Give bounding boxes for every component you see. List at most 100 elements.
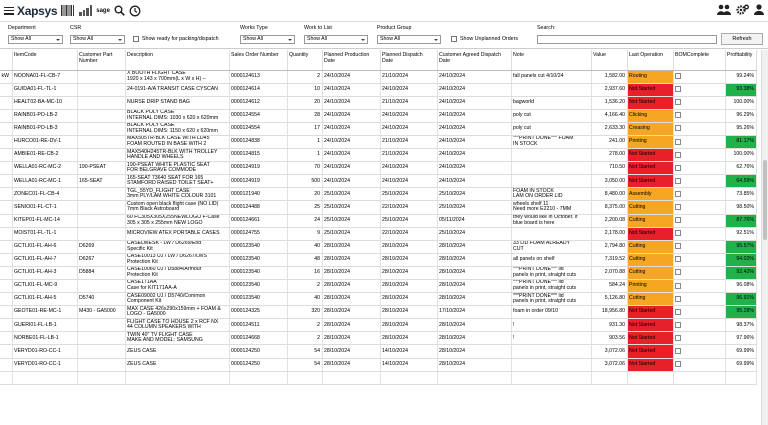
- bom-complete-checkbox[interactable]: [675, 348, 681, 355]
- barcode-icon[interactable]: [61, 4, 75, 18]
- column-header[interactable]: [0, 50, 13, 71]
- cell-quantity: 16: [287, 266, 323, 281]
- work-to-list-select[interactable]: Show All: [304, 35, 368, 44]
- column-header[interactable]: ItemCode: [12, 50, 78, 71]
- table-row[interactable]: KITEP01-FL-MC-14 60 FC305X305X255NEWLOGO …: [0, 214, 757, 228]
- scrollbar-thumb[interactable]: [763, 160, 767, 240]
- cell-bom-complete: [673, 331, 726, 346]
- bom-complete-checkbox[interactable]: [675, 177, 681, 184]
- column-header[interactable]: Planned Production Date: [322, 50, 381, 71]
- refresh-button[interactable]: Refresh: [721, 33, 763, 45]
- show-unplanned-checkbox[interactable]: Show Unplanned Orders: [451, 35, 518, 42]
- bom-complete-checkbox[interactable]: [675, 282, 681, 289]
- table-row[interactable]: GCTLI01-FL-AH-6 D6269 CASELWESK - LW / D62…: [0, 240, 757, 254]
- table-row[interactable]: VERYD01-RO-CC-1 ZEUS CASE 0000124250 54 28/1…: [0, 358, 757, 372]
- cell-value: 1,582.00: [591, 70, 628, 84]
- column-header[interactable]: Last Operation: [627, 50, 674, 71]
- table-row[interactable]: GCTLI01-FL-MC-9 CASE171AA Case for KIT171A…: [0, 279, 757, 294]
- table-row[interactable]: MOIST01-FL-TL-1 MICROVIEW ATEX PORTABLE C…: [0, 227, 757, 241]
- table-row[interactable]: HURCO01-RE-DV-1 MAX505TR-BLK CASE WITH LD…: [0, 135, 757, 150]
- cell-description: TGL_55YD_FLIGHT CASE 3mm PLY/LAM WHITE CO…: [125, 187, 230, 202]
- column-header[interactable]: Customer Agreed Dispatch Date: [437, 50, 512, 71]
- cell-bom-complete: [673, 227, 726, 241]
- bom-complete-checkbox[interactable]: [675, 217, 681, 224]
- hamburger-menu-icon[interactable]: [4, 6, 14, 15]
- cell-customer-agreed-dispatch-date: 25/10/2024: [437, 200, 512, 215]
- table-row[interactable]: RAINB01-PO-LB-2 BLACK POLY CASE INTERNAL D…: [0, 109, 757, 123]
- history-icon[interactable]: [129, 4, 141, 18]
- sage-icon[interactable]: sage: [96, 7, 110, 14]
- bom-complete-checkbox[interactable]: [675, 321, 681, 328]
- bom-complete-checkbox[interactable]: [675, 125, 681, 132]
- cell-bom-complete: [673, 305, 726, 320]
- bom-complete-checkbox[interactable]: [675, 99, 681, 106]
- column-header[interactable]: Value: [591, 50, 628, 71]
- column-header[interactable]: Sales Order Number: [229, 50, 288, 71]
- bom-complete-checkbox[interactable]: [675, 86, 681, 93]
- bom-complete-checkbox[interactable]: [675, 230, 681, 237]
- bom-complete-checkbox[interactable]: [675, 243, 681, 250]
- table-row[interactable]: kW NOONA01-FL-CB-7 X BOOTH FLIGHT CASE 1920…: [0, 70, 757, 84]
- table-row[interactable]: ZONEC01-FL-CB-4 TGL_55YD_FLIGHT CASE 3mm P…: [0, 187, 757, 202]
- column-header[interactable]: Quantity: [287, 50, 323, 71]
- works-type-select[interactable]: Show All: [240, 35, 295, 44]
- table-row[interactable]: HEALT02-BA-MC-10 NURSE DRIP STAND BAG 0000…: [0, 96, 757, 110]
- department-select[interactable]: Show All: [8, 35, 63, 44]
- column-header[interactable]: Description: [125, 50, 230, 71]
- table-row[interactable]: GEOTE01-RE-MC-1 M430 - GA5000 MAX CASE 426…: [0, 305, 757, 320]
- cell-value: 8,480.00: [591, 187, 628, 202]
- table-row[interactable]: GUIDA01-FL-TL-1 24-0191-A/A TRANSIT CASE …: [0, 83, 757, 97]
- cell-planned-dispatch-date: 24/10/2024: [380, 109, 438, 123]
- cell-sales-order-number: 0000124661: [229, 214, 288, 228]
- settings-gears-icon[interactable]: [736, 4, 749, 18]
- show-ready-checkbox[interactable]: Show ready for packing/dispatch: [133, 35, 219, 42]
- bom-complete-checkbox[interactable]: [675, 361, 681, 368]
- table-row[interactable]: NORBE01-FL-LB-1 TWIN 40" TV FLIGHT CASE MA…: [0, 331, 757, 346]
- bom-complete-checkbox[interactable]: [675, 73, 681, 80]
- bom-complete-checkbox[interactable]: [675, 334, 681, 341]
- bom-complete-checkbox[interactable]: [675, 151, 681, 158]
- bom-complete-checkbox[interactable]: [675, 308, 681, 315]
- column-header[interactable]: Note: [511, 50, 592, 71]
- csr-select[interactable]: Show All: [70, 35, 125, 44]
- table-row[interactable]: RAINB01-PO-LB-3 BLACK POLY CASE INTERNAL D…: [0, 122, 757, 136]
- bom-complete-checkbox[interactable]: [675, 269, 681, 276]
- table-row[interactable]: VERYD01-RO-CC-1 ZEUS CASE 0000124250 54 28/1…: [0, 344, 757, 359]
- table-row[interactable]: GCTLI01-FL-AH-3 D5884 CASE10060 UJ / D5884…: [0, 266, 757, 281]
- bar-chart-icon[interactable]: [79, 4, 93, 18]
- cell-customer-part-number: D6267: [77, 253, 126, 267]
- cell-last-operation: Printing: [627, 135, 674, 150]
- table-row[interactable]: SENIO01-FL-CT-1 Custom open black flight …: [0, 200, 757, 215]
- column-header[interactable]: BOMComplete: [673, 50, 726, 71]
- table-row[interactable]: [0, 371, 757, 385]
- search-input[interactable]: [537, 35, 717, 44]
- bom-complete-checkbox[interactable]: [675, 295, 681, 302]
- column-header[interactable]: Planned Dispatch Date: [380, 50, 438, 71]
- table-row[interactable]: GUERI01-FL-LB-1 FLIGHT CASE TO HOUSE 2 x …: [0, 318, 757, 333]
- bom-complete-checkbox[interactable]: [675, 256, 681, 263]
- table-row[interactable]: WELLA01-RC-MC-2 190-PSEAT 190-PSEAT WHITE …: [0, 161, 757, 176]
- bom-complete-checkbox[interactable]: [675, 164, 681, 171]
- top-toolbar: Xapsys sage: [0, 0, 768, 22]
- table-row[interactable]: AMBIE01-RE-CB-2 MAX540H245TR-BLK WITH TRO…: [0, 148, 757, 163]
- cell-last-operation: Printing: [627, 279, 674, 294]
- table-row[interactable]: GCTLI01-FL-AH-5 D5740 CASE09002 UJ / D5740…: [0, 292, 757, 307]
- cell-profitability: 95.26%: [725, 122, 757, 136]
- bom-complete-checkbox[interactable]: [675, 190, 681, 197]
- cell-planned-production-date: 28/10/2024: [322, 305, 381, 320]
- users-icon[interactable]: [717, 4, 731, 18]
- product-group-select[interactable]: Show All: [377, 35, 441, 44]
- bom-complete-checkbox[interactable]: [675, 204, 681, 210]
- table-row[interactable]: GCTLI01-FL-AH-7 D6267 CASE10013 UJ / LW / …: [0, 253, 757, 267]
- column-header[interactable]: Customer Part Number: [77, 50, 126, 71]
- cell-quantity: [287, 371, 323, 385]
- column-header[interactable]: Profitability: [725, 50, 757, 71]
- cell-customer-agreed-dispatch-date: [437, 371, 512, 385]
- cell-description: CASE171AA Case for KIT171AA-A: [125, 279, 230, 294]
- search-icon[interactable]: [114, 4, 125, 18]
- vertical-scrollbar[interactable]: [761, 50, 768, 425]
- user-icon[interactable]: [754, 4, 764, 18]
- table-row[interactable]: WELLA01-RC-MC-1 165-SEAT 165-SEAT 73640 SE…: [0, 174, 757, 189]
- bom-complete-checkbox[interactable]: [675, 112, 681, 119]
- bom-complete-checkbox[interactable]: [675, 138, 681, 145]
